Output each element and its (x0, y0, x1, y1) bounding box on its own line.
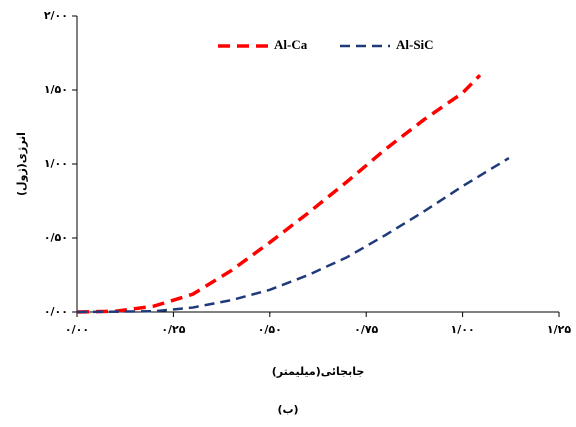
x-tick-label: ۰/۷۵ (354, 323, 378, 336)
series-line (76, 73, 482, 314)
x-tick-label: ۱/۲۵ (547, 323, 571, 336)
y-tick-label: ۱/۵۰ (44, 83, 68, 96)
y-tick-label: ۰/۰۰ (44, 305, 68, 318)
y-tick-label: ۱/۰۰ (44, 157, 68, 170)
legend-label: Al-Ca (274, 37, 308, 52)
legend-label: Al-SiC (396, 37, 434, 52)
y-axis-label: انرژی(ژول) (15, 132, 28, 196)
y-tick-label: ۲/۰۰ (44, 9, 68, 22)
x-tick-label: ۰/۵۰ (258, 323, 282, 336)
x-tick-label: ۰/۲۵ (161, 323, 185, 336)
x-tick-label: ۰/۰۰ (65, 323, 89, 336)
series-line (76, 157, 510, 314)
caption: (ب) (277, 403, 298, 416)
y-tick-label: ۰/۵۰ (44, 231, 68, 244)
x-tick-label: ۱/۰۰ (451, 323, 475, 336)
x-axis-label: جابجائی(میلیمتر) (272, 365, 365, 378)
